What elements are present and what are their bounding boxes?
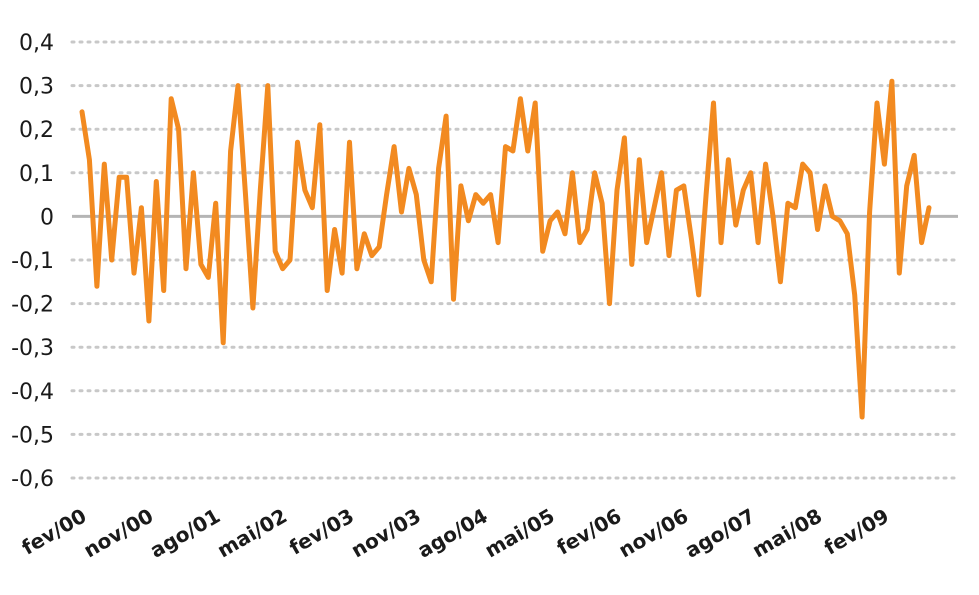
x-axis-tick-labels: fev/00nov/00ago/01mai/02fev/03nov/03ago/… [17,504,892,563]
y-tick-label: 0,1 [19,162,54,187]
x-tick-label: ago/07 [681,504,759,563]
x-tick-label: ago/01 [146,504,224,563]
x-tick-label: mai/02 [213,504,291,563]
y-tick-label: 0,4 [19,31,54,56]
y-axis-tick-labels: 0,4 0,3 0,2 0,1 0 -0,1 -0,2 -0,3 -0,4 -0,5 -0,6 [11,31,54,492]
x-tick-label: mai/08 [748,504,826,563]
y-tick-label: -0,3 [11,336,54,361]
y-tick-label: -0,4 [11,380,54,405]
y-tick-label: 0,2 [19,118,54,143]
series-group [79,78,932,420]
x-tick-label: nov/06 [614,504,692,563]
x-tick-label: fev/03 [285,504,358,560]
gridlines [70,40,960,480]
y-tick-label: -0,5 [11,423,54,448]
y-tick-label: -0,6 [11,467,54,492]
y-tick-label: 0,3 [19,75,54,100]
x-tick-label: fev/06 [552,504,625,560]
series-line [79,78,932,420]
x-tick-label: mai/05 [480,504,558,563]
y-tick-label: 0 [40,205,54,230]
x-tick-label: fev/00 [17,504,90,560]
y-tick-label: -0,1 [11,249,54,274]
y-tick-label: -0,2 [11,293,54,318]
x-tick-label: nov/03 [347,504,425,563]
x-tick-label: ago/04 [413,504,491,563]
x-tick-label: fev/09 [820,504,893,560]
x-tick-label: nov/00 [79,504,157,563]
